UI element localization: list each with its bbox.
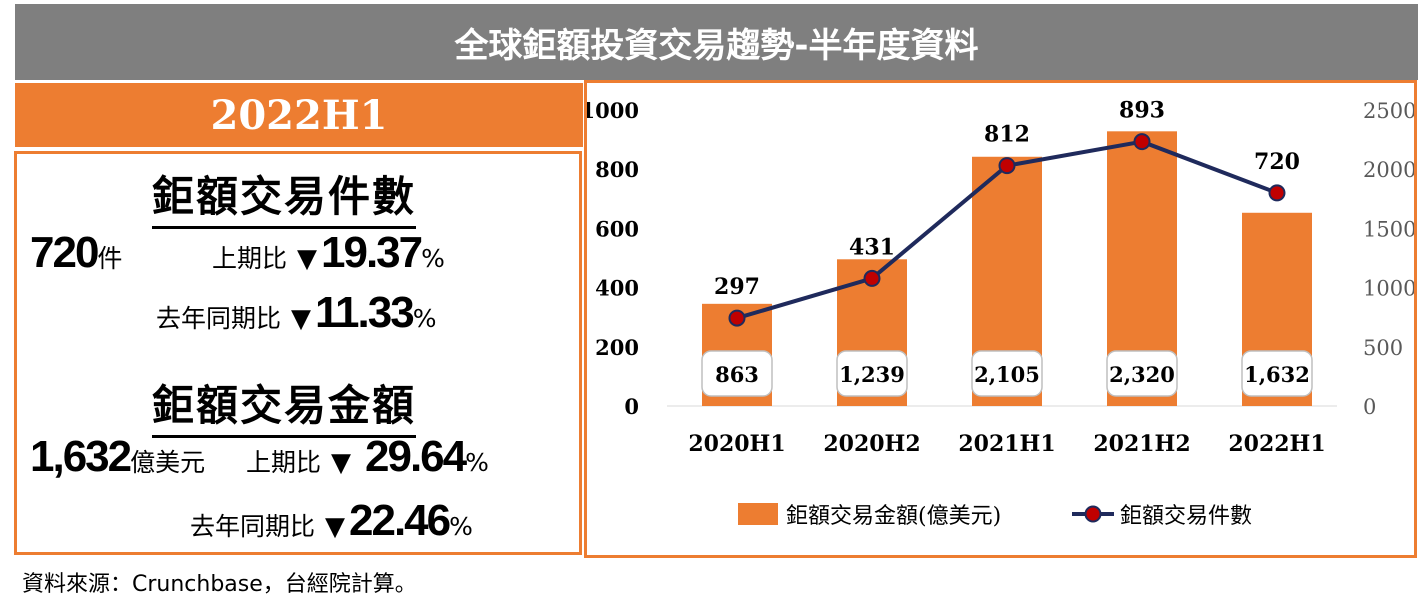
line-data-label: 297 (714, 274, 760, 300)
left-axis-tick: 0 (624, 394, 639, 419)
x-axis-tick: 2022H1 (1228, 431, 1325, 457)
line-point (728, 309, 746, 327)
bar-label-box (836, 350, 908, 397)
bar-label-box (701, 350, 773, 397)
combo-chart: 0 200 400 600 800 1000 0 500 1000 1500 2000 2500 863… (581, 98, 1417, 529)
legend-bar-swatch (738, 503, 778, 525)
deals-compare-prev: 上期比 ▼ 19.37 % (212, 228, 445, 278)
down-arrow-icon: ▼ (297, 244, 318, 274)
compare-label: 上期比 (246, 448, 322, 477)
line-point (998, 157, 1016, 175)
deals-count-unit: 件 (97, 244, 123, 273)
line-point (863, 269, 881, 287)
x-axis-tick: 2021H1 (958, 431, 1055, 457)
amount-compare-prev: 上期比 ▼ 29.64 % (246, 432, 489, 482)
legend-bar-label: 鉅額交易金額(億美元) (786, 504, 1001, 529)
left-axis-tick: 400 (595, 276, 639, 301)
right-axis-tick: 1500 (1363, 217, 1414, 241)
amount-compare-yoy: 去年同期比 ▼ 22.46 % (190, 496, 473, 546)
legend-line-marker (1084, 505, 1102, 523)
down-arrow-icon: ▼ (331, 448, 352, 478)
down-arrow-icon: ▼ (291, 304, 312, 334)
bar-data-label: 863 (715, 362, 759, 387)
source-note: 資料來源：Crunchbase，台經院計算。 (22, 572, 417, 597)
line-data-label: 812 (984, 122, 1030, 148)
bar-label-box (1241, 350, 1313, 397)
bar-label-box (971, 350, 1043, 397)
line-data-label: 431 (849, 234, 895, 260)
compare-unit: % (449, 512, 473, 541)
summary-panel (14, 151, 582, 555)
deals-heading: 鉅額交易件數 (152, 163, 417, 229)
compare-unit: % (465, 448, 489, 477)
line-data-label: 893 (1119, 98, 1165, 124)
compare-unit: % (412, 304, 437, 333)
x-axis-tick: 2020H1 (688, 431, 785, 457)
deals-count-value: 720 (30, 228, 99, 277)
left-axis-tick: 1000 (587, 98, 639, 123)
x-axis-tick: 2020H2 (823, 431, 920, 457)
compare-value: 29.64 (365, 432, 467, 481)
compare-unit: % (421, 244, 445, 273)
compare-label: 去年同期比 (156, 304, 282, 333)
amount-value: 1,632 (30, 432, 132, 481)
line-data-label: 720 (1254, 149, 1300, 175)
x-axis-tick: 2021H2 (1093, 431, 1190, 457)
deals-count-row: 720 件 (30, 228, 122, 278)
amount-unit: 億美元 (130, 448, 206, 477)
bar-data-label: 2,105 (974, 362, 1040, 387)
bar-data-label: 2,320 (1109, 362, 1175, 387)
compare-value: 22.46 (349, 496, 451, 545)
bar-data-label: 1,239 (839, 362, 905, 387)
page-title: 全球鉅額投資交易趨勢-半年度資料 (15, 4, 1418, 80)
down-arrow-icon: ▼ (325, 512, 346, 542)
left-axis-tick: 200 (595, 335, 639, 360)
deals-compare-yoy: 去年同期比 ▼ 11.33 % (156, 288, 436, 338)
amount-value-row: 1,632 億美元 (30, 432, 205, 482)
right-axis-tick: 1000 (1363, 277, 1414, 301)
left-axis-tick: 800 (595, 157, 639, 182)
left-axis-tick: 600 (595, 216, 639, 241)
compare-value: 19.37 (321, 228, 423, 277)
right-axis-tick: 2000 (1363, 158, 1414, 182)
line-point (1268, 184, 1286, 202)
compare-label: 去年同期比 (190, 512, 316, 541)
right-axis-tick: 0 (1363, 395, 1376, 419)
line-point (1133, 133, 1151, 151)
right-axis-tick: 500 (1363, 336, 1403, 360)
right-axis-tick: 2500 (1363, 99, 1414, 123)
compare-label: 上期比 (212, 244, 288, 273)
bar-label-box (1106, 350, 1178, 397)
bar-data-label: 1,632 (1244, 362, 1310, 387)
amount-heading: 鉅額交易金額 (152, 372, 417, 438)
compare-value: 11.33 (315, 288, 415, 337)
legend-line-label: 鉅額交易件數 (1120, 504, 1252, 529)
period-label: 2022H1 (15, 83, 583, 147)
chart-panel: 0 200 400 600 800 1000 0 500 1000 1500 2000 2500 863… (581, 80, 1417, 558)
